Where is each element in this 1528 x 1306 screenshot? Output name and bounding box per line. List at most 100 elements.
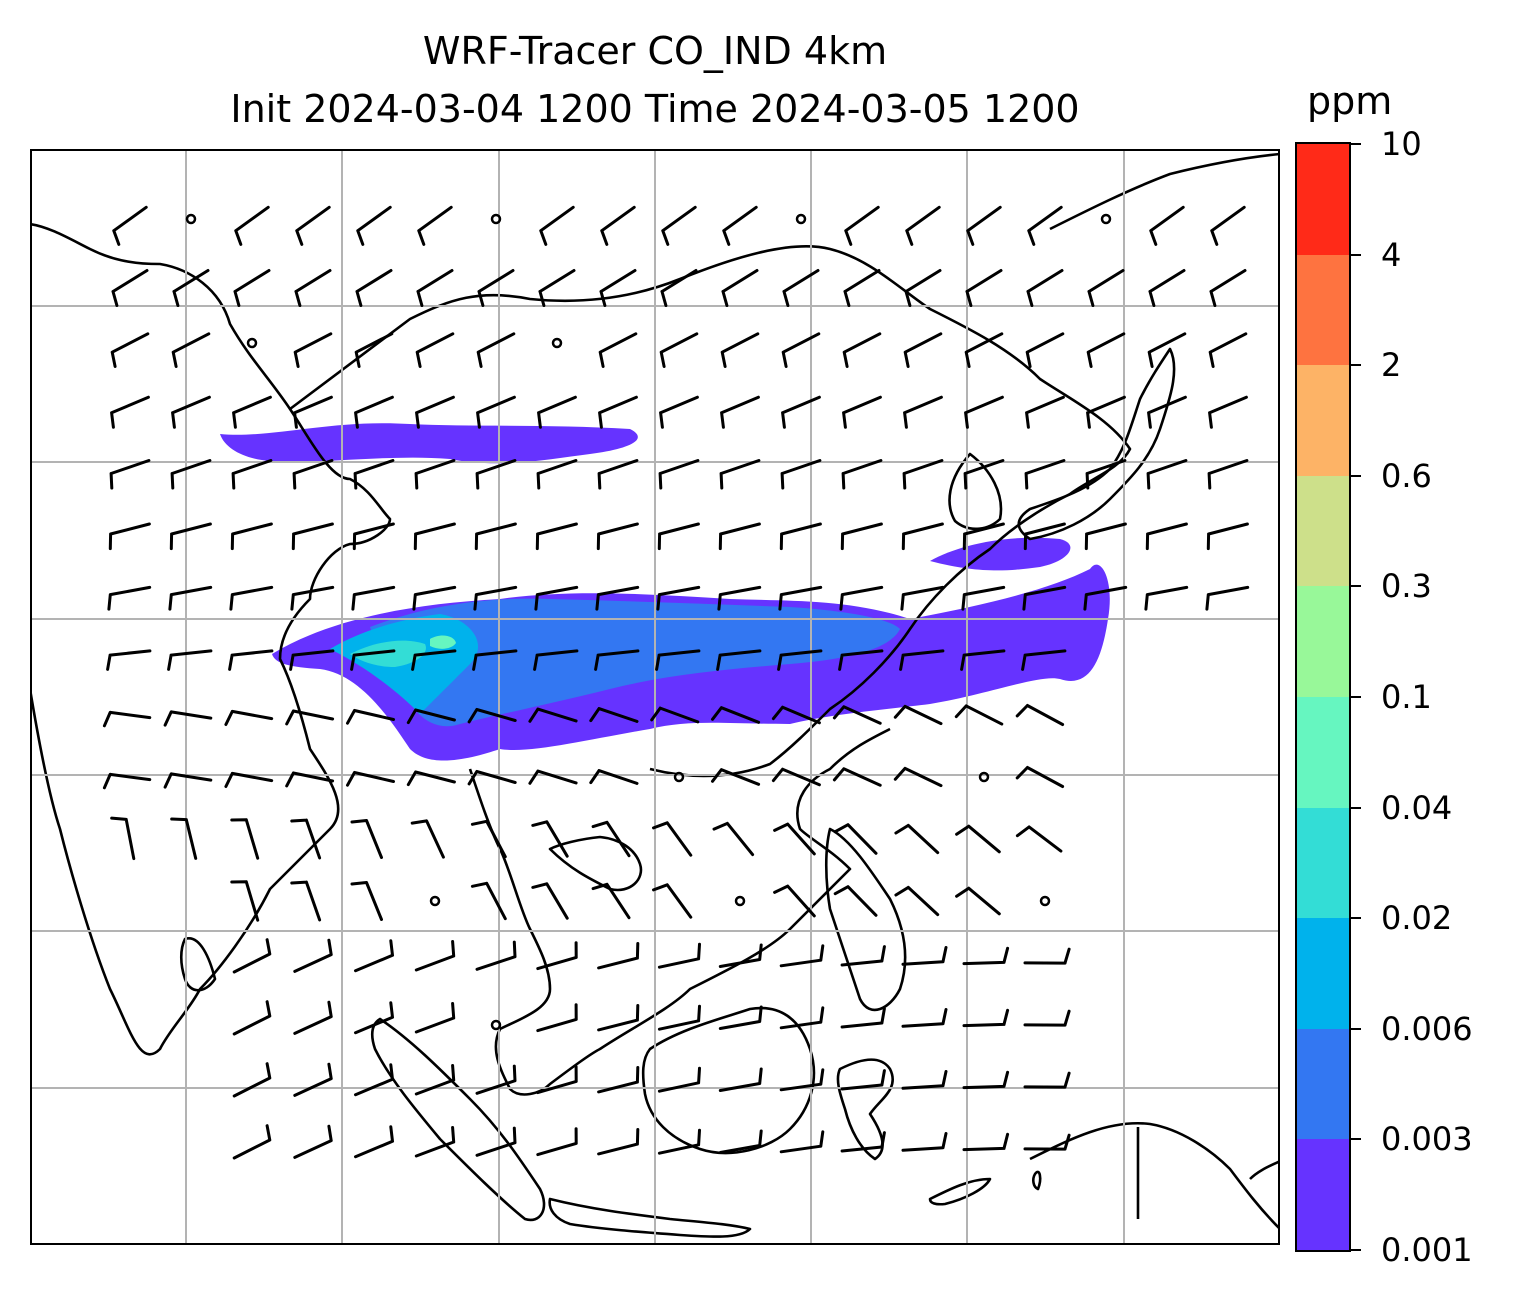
india-coastline [30, 222, 392, 1056]
calm-wind-marker [246, 337, 258, 349]
wind-barb [832, 767, 882, 787]
wind-barb [894, 823, 940, 855]
wind-barb [110, 395, 150, 429]
wind-barb [285, 709, 335, 726]
korea-coastline [948, 452, 1003, 531]
colorbar-tick [1351, 585, 1361, 588]
wind-barb [1086, 332, 1126, 368]
wind-barb [894, 885, 940, 917]
wind-barb [773, 884, 816, 918]
wind-barb [833, 823, 878, 855]
wind-barb [475, 459, 517, 490]
wind-barb [597, 942, 640, 970]
calm-wind-marker [734, 895, 746, 907]
japan-coastline [1017, 347, 1176, 541]
wind-barb [107, 585, 152, 611]
wind-barb [771, 705, 821, 725]
wind-barb [106, 649, 152, 671]
wind-barb [1206, 522, 1249, 551]
wind-barb [777, 649, 823, 671]
colorbar-tick-label: 0.6 [1381, 456, 1432, 495]
wind-barb [954, 704, 1004, 726]
wind-barb [351, 585, 396, 611]
wind-barb [711, 706, 761, 724]
wind-barb [1024, 459, 1066, 490]
colorbar-segment [1297, 364, 1349, 476]
wind-barb [962, 1132, 1010, 1152]
wind-barb [901, 522, 944, 551]
wind-barb [1083, 585, 1128, 611]
wind-barb [232, 1124, 272, 1160]
wind-barb [659, 395, 699, 429]
wind-barb [292, 459, 334, 490]
wind-barb [893, 704, 943, 726]
wind-barb [167, 649, 213, 671]
wind-barb [1025, 395, 1065, 429]
sumatra-coastline [370, 1017, 546, 1222]
wind-barb [901, 1070, 948, 1090]
wind-barb [591, 820, 631, 858]
colorbar-tick [1351, 143, 1361, 145]
wind-barb [598, 395, 638, 429]
wind-barb [660, 269, 698, 307]
wind-barb [535, 522, 578, 551]
colorbar-tick-label: 2 [1381, 346, 1402, 385]
calm-wind-marker [429, 895, 441, 907]
java-coastline [548, 1197, 752, 1238]
wind-barb [109, 459, 151, 490]
wind-barb [406, 770, 456, 787]
wind-barb [111, 269, 149, 307]
wind-barb [233, 269, 271, 307]
wind-barb [290, 585, 335, 611]
wind-barb [597, 1128, 640, 1156]
wind-barb [659, 332, 699, 368]
wind-barb [539, 205, 575, 246]
philippines-coastline [824, 827, 907, 1012]
colorbar-tick [1351, 696, 1361, 698]
wind-barb [597, 459, 639, 490]
wind-barb [720, 332, 760, 368]
colorbar-tick [1351, 253, 1361, 256]
wind-barb [410, 819, 445, 859]
wind-barb [661, 205, 697, 246]
wind-barb [1208, 395, 1248, 429]
wind-barb [839, 585, 884, 611]
wind-barb [782, 269, 820, 307]
wind-barb [657, 1128, 701, 1155]
wind-barb [531, 882, 569, 920]
wind-barb [293, 332, 333, 368]
wind-barb [780, 459, 822, 490]
wind-barb [528, 707, 578, 723]
wind-barb [840, 1069, 886, 1091]
china-coastline [289, 245, 1132, 778]
colorbar-segment [1297, 1138, 1349, 1250]
wind-barb [470, 819, 507, 859]
wind-barb [353, 459, 395, 490]
wind-barb [533, 649, 579, 671]
wind-barb [955, 886, 1001, 916]
colorbar-segment [1297, 696, 1349, 808]
wind-barb [354, 1001, 394, 1035]
wind-barb [536, 459, 578, 490]
wind-barb [230, 522, 273, 551]
wind-barb [537, 395, 577, 429]
wind-barb [354, 939, 394, 973]
wind-barb [536, 1003, 578, 1033]
wind-barb [1208, 332, 1248, 368]
wind-barb [1026, 269, 1064, 307]
wind-barb [1146, 459, 1188, 490]
wind-barb [840, 1007, 886, 1029]
wind-barb [842, 332, 882, 368]
colorbar-segment [1297, 143, 1349, 255]
wind-barb [779, 522, 822, 551]
wind-barb [352, 522, 395, 551]
wind-barb [902, 459, 944, 490]
colorbar-tick [1351, 364, 1361, 367]
wind-barb [840, 1131, 886, 1153]
wind-barb [963, 459, 1005, 490]
wind-barb [900, 585, 945, 611]
wind-barb [350, 881, 383, 921]
wind-barb [354, 395, 394, 429]
wind-barb [232, 1062, 272, 1098]
wind-barb [475, 1064, 517, 1095]
